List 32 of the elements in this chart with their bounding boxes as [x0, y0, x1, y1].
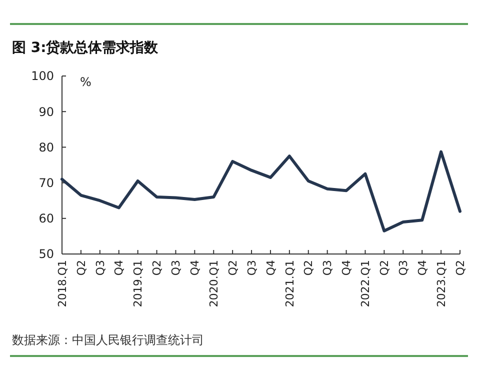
- x-tick-label: Q4: [416, 260, 429, 276]
- x-tick-label: Q4: [112, 260, 126, 276]
- x-tick-label: Q3: [396, 260, 410, 276]
- x-tick-label: Q4: [340, 260, 354, 276]
- x-tick-label: Q4: [188, 260, 202, 276]
- x-tick-label: 2022.Q1: [359, 260, 372, 308]
- x-tick-label: Q3: [245, 260, 258, 276]
- chart-title: 图 3:贷款总体需求指数: [12, 39, 160, 56]
- x-tick-label: Q2: [378, 260, 392, 276]
- x-tick-label: Q3: [321, 260, 334, 276]
- x-tick-label: Q4: [264, 260, 278, 276]
- y-tick-label: 50: [38, 247, 54, 262]
- y-tick-label: 100: [31, 69, 54, 84]
- y-tick-label: 70: [38, 176, 54, 190]
- x-tick-label: Q2: [74, 260, 88, 276]
- x-tick-label: 2018.Q1: [56, 260, 69, 308]
- x-tick-label: 2023.Q1: [434, 260, 448, 308]
- y-tick-label: 60: [38, 212, 54, 226]
- x-tick-label: Q3: [94, 260, 107, 276]
- x-tick-label: Q2: [150, 260, 164, 276]
- source-note: 数据来源：中国人民银行调查统计司: [12, 333, 204, 347]
- x-tick-label: Q2: [226, 260, 240, 276]
- x-tick-label: 2019.Q1: [132, 260, 145, 308]
- y-tick-label: 80: [38, 140, 54, 154]
- x-tick-label: Q2: [454, 260, 467, 276]
- line-series: [60, 150, 462, 232]
- x-tick-label: Q3: [170, 260, 183, 276]
- x-tick-label: 2020.Q1: [207, 260, 220, 308]
- y-axis-title: %: [80, 75, 92, 89]
- y-tick-label: 90: [38, 104, 54, 119]
- x-tick-label: Q2: [302, 260, 316, 276]
- x-tick-label: 2021.Q1: [283, 260, 296, 308]
